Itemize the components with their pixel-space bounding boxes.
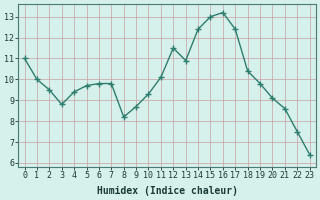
X-axis label: Humidex (Indice chaleur): Humidex (Indice chaleur)	[97, 186, 237, 196]
